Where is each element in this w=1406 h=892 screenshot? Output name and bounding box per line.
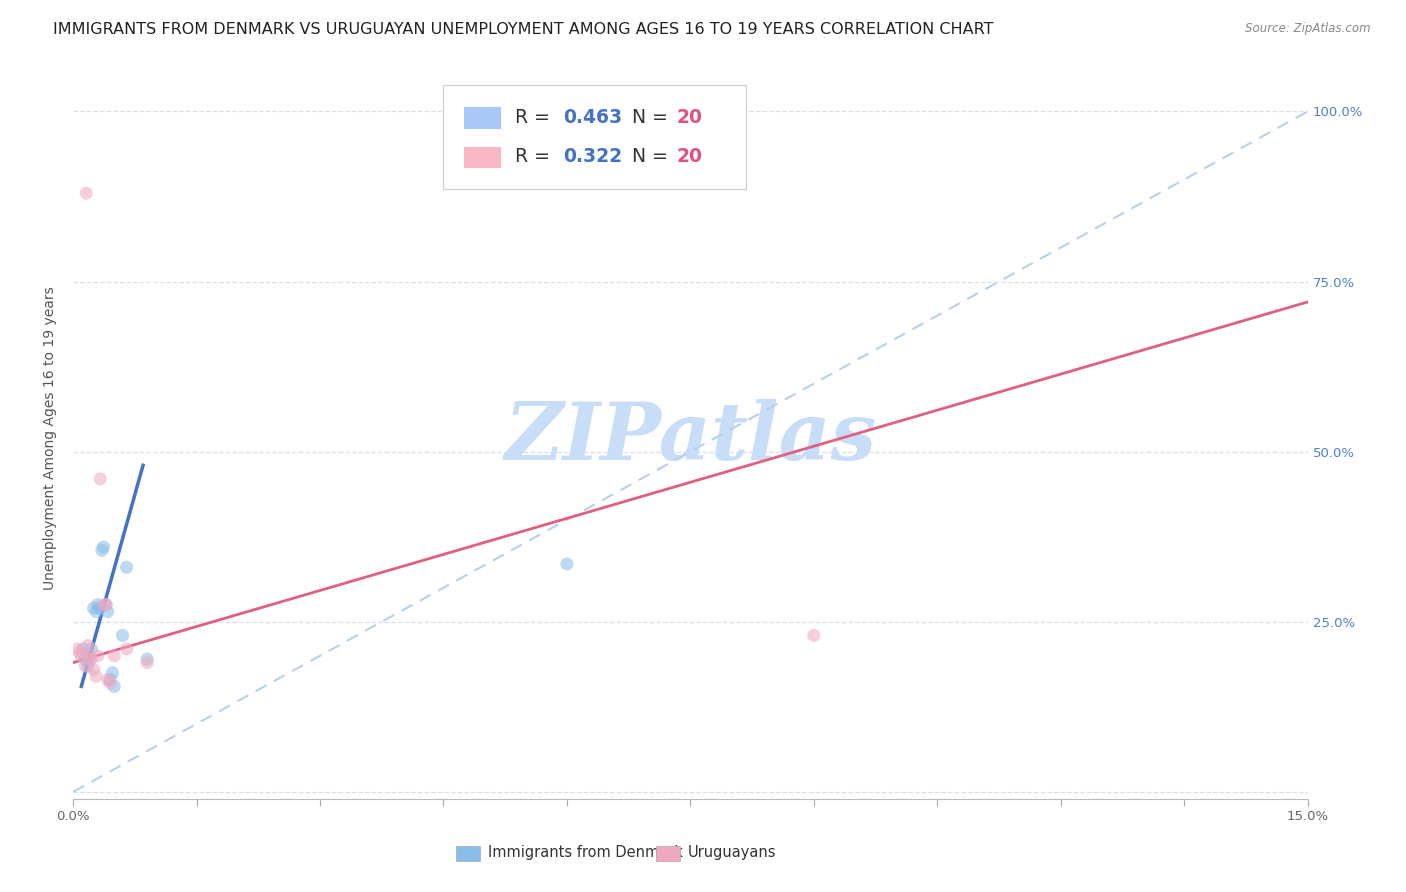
Text: Source: ZipAtlas.com: Source: ZipAtlas.com <box>1246 22 1371 36</box>
Point <box>115 642 138 657</box>
Point <box>79 648 101 663</box>
Point <box>97 605 120 619</box>
Y-axis label: Unemployment Among Ages 16 to 19 years: Unemployment Among Ages 16 to 19 years <box>44 286 58 590</box>
Text: IMMIGRANTS FROM DENMARK VS URUGUAYAN UNEMPLOYMENT AMONG AGES 16 TO 19 YEARS CORR: IMMIGRANTS FROM DENMARK VS URUGUAYAN UNE… <box>53 22 994 37</box>
Text: R =: R = <box>515 147 555 166</box>
Point <box>69 645 91 659</box>
Point <box>101 665 124 680</box>
Point <box>93 540 115 554</box>
Point <box>136 656 159 670</box>
Bar <box>464 146 502 169</box>
Text: Immigrants from Denmark: Immigrants from Denmark <box>488 846 683 860</box>
Point <box>97 673 120 687</box>
Point <box>75 186 97 200</box>
Point <box>89 601 111 615</box>
Point <box>98 673 121 687</box>
Point <box>103 648 125 663</box>
Point <box>94 598 117 612</box>
Point <box>803 628 825 642</box>
Point <box>84 669 107 683</box>
Point <box>89 472 111 486</box>
Text: 0.322: 0.322 <box>564 147 623 166</box>
Text: 20: 20 <box>676 108 703 127</box>
Point <box>70 648 93 663</box>
Point <box>72 642 94 657</box>
Text: N =: N = <box>633 147 675 166</box>
Point <box>80 652 103 666</box>
Point <box>115 560 138 574</box>
Point <box>84 605 107 619</box>
FancyBboxPatch shape <box>443 85 747 189</box>
Point <box>111 628 134 642</box>
Point <box>77 659 100 673</box>
Point <box>77 639 100 653</box>
Point <box>94 598 117 612</box>
Point <box>66 642 89 657</box>
Point <box>83 662 105 676</box>
Point <box>98 676 121 690</box>
Point <box>103 680 125 694</box>
Point <box>90 543 112 558</box>
Point <box>75 659 97 673</box>
Text: R =: R = <box>515 108 555 127</box>
Text: N =: N = <box>633 108 675 127</box>
Point <box>555 557 578 571</box>
Point <box>93 598 115 612</box>
Bar <box>456 846 481 862</box>
Point <box>83 601 105 615</box>
Point <box>87 598 110 612</box>
Point <box>79 652 101 666</box>
Text: Uruguayans: Uruguayans <box>688 846 776 860</box>
Point <box>87 648 110 663</box>
Bar <box>655 846 681 862</box>
Point <box>75 652 97 666</box>
Text: ZIPatlas: ZIPatlas <box>505 400 876 477</box>
Bar <box>464 107 502 128</box>
Point <box>80 642 103 657</box>
Point <box>136 652 159 666</box>
Text: 0.463: 0.463 <box>564 108 623 127</box>
Text: 20: 20 <box>676 147 703 166</box>
